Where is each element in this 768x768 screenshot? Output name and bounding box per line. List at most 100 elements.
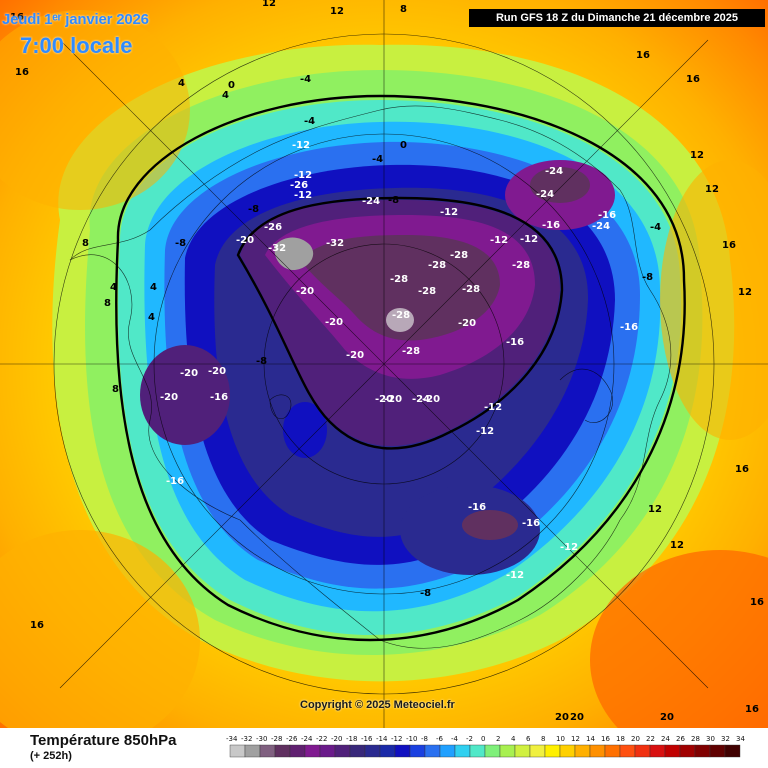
scale-tick-label: -28 [271,735,282,743]
forecast-date: Jeudi 1ᵉʳ janvier 2026 [2,11,149,28]
temperature-value-label: -28 [512,260,530,271]
temperature-value-label: -12 [484,402,502,413]
scale-tick-label: 30 [706,735,715,743]
coastlines-and-grid [0,0,768,728]
warm-pacific [0,530,200,728]
scale-swatch [424,744,441,758]
temperature-value-label: -8 [175,238,186,249]
temperature-map: 16 12 12 8 16 16 16 20 20 20 16 12 12 12 12 12 16 16 16 16 4… [0,0,768,728]
scale-swatch [379,744,396,758]
scale-tick-label: -22 [316,735,327,743]
scale-tick-label: -8 [421,735,428,743]
temperature-value-label: 12 [738,287,752,298]
temperature-value-label: 4 [148,312,155,323]
temperature-value-label: 16 [636,50,650,61]
temperature-value-label: -20 [325,317,343,328]
scale-tick-label: 10 [556,735,565,743]
legend-title: Température 850hPa [30,732,177,749]
temperature-value-label: -12 [520,234,538,245]
scale-swatch [319,744,336,758]
temperature-value-label: 20 [555,712,569,723]
temperature-value-label: -4 [650,222,661,233]
temperature-value-label: -28 [402,346,420,357]
scale-tick-label: -26 [286,735,298,743]
scale-swatch [694,744,711,758]
scale-swatch [484,744,501,758]
temperature-value-label: 12 [262,0,276,9]
temperature-value-label: 12 [705,184,719,195]
scale-swatch [664,744,681,758]
scale-swatch [439,744,456,758]
temperature-value-label: 20 [570,712,584,723]
scale-swatch [649,744,666,758]
scale-swatch [364,744,381,758]
temperature-value-label: 16 [15,67,29,78]
scale-swatch [349,744,366,758]
temperature-value-label: 16 [30,620,44,631]
forecast-time: 7:00 locale [20,33,133,58]
scale-tick-label: 24 [661,735,670,743]
temperature-value-label: -12 [440,207,458,218]
temperature-value-label: 4 [222,90,229,101]
scale-swatch [634,744,651,758]
temperature-value-label: -12 [560,542,578,553]
scale-swatch [544,744,561,758]
temperature-value-label: -8 [256,356,267,367]
scale-swatch [724,744,741,758]
band-minus28 [300,235,500,341]
temperature-value-label: -20 [236,235,254,246]
temperature-value-label: -26 [290,180,308,191]
scale-swatch [334,744,351,758]
temperature-value-label: 16 [686,74,700,85]
scale-tick-label: 0 [481,735,485,743]
temperature-value-label: -16 [522,518,540,529]
scale-tick-label: -30 [256,735,267,743]
temperature-value-label: 16 [10,12,24,23]
temperature-value-label: -4 [300,74,311,85]
scale-tick-label: -14 [376,735,388,743]
temperature-value-label: -12 [476,426,494,437]
copyright-notice: Copyright © 2025 Meteociel.fr [300,699,455,711]
temperature-value-label: -4 [372,154,383,165]
scale-swatch [469,744,486,758]
contour-0 [115,94,686,642]
scale-tick-label: 8 [541,735,545,743]
temperature-value-label: 4 [110,282,117,293]
temperature-value-label: -20 [346,350,364,361]
temperature-value-label: -12 [506,570,524,581]
temperature-value-label: -12 [490,235,508,246]
scale-swatch [229,744,246,758]
cold-lobe-canada [140,345,230,445]
scale-tick-label: 2 [496,735,500,743]
temperature-value-label: -12 [294,190,312,201]
temperature-value-label: 8 [82,238,89,249]
contour-minus20 [236,196,564,450]
scale-swatch [589,744,606,758]
temperature-value-label: 0 [228,80,235,91]
scale-tick-label: 12 [571,735,580,743]
temperature-value-label: -28 [462,284,480,295]
warm-atlantic [660,160,768,440]
temperature-value-label: 20 [660,712,674,723]
scale-tick-label: -32 [241,735,252,743]
temperature-value-label: 8 [112,384,119,395]
temperature-value-label: -12 [294,170,312,181]
scale-tick-label: -18 [346,735,357,743]
scale-tick-label: 6 [526,735,531,743]
color-scale: -34 -32 -30 -28 -26 -24 -22 -20 -18 -16 -14 -12 -10-… [226,735,745,758]
temperature-value-label: -16 [506,337,524,348]
cold-lobe-scandi-core [530,167,590,203]
scale-tick-label: 26 [676,735,685,743]
scale-tick-label: -20 [331,735,342,743]
temperature-value-label: -28 [450,250,468,261]
scale-swatch [409,744,426,758]
temperature-value-label: 4 [178,78,185,89]
temperature-value-label: 16 [722,240,736,251]
scale-swatch [574,744,591,758]
temperature-value-label: -8 [388,195,399,206]
temperature-value-label: -16 [598,210,616,221]
scale-tick-label: 16 [601,735,610,743]
scale-tick-label: 34 [736,735,745,743]
temperature-value-label: -16 [542,220,560,231]
scale-tick-label: 22 [646,735,655,743]
